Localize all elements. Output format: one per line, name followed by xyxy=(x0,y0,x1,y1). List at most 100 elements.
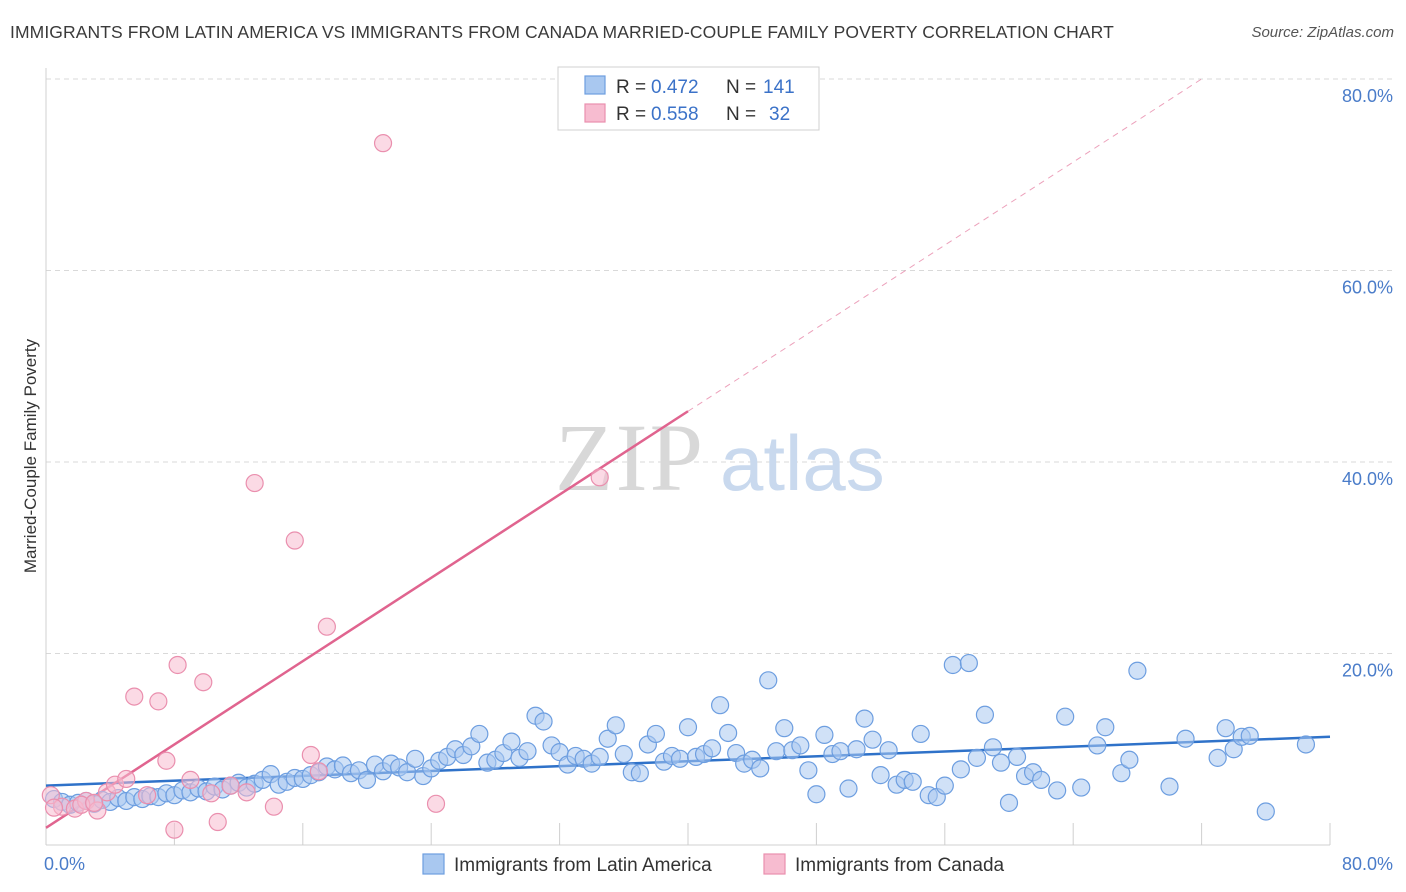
point-latin-america-116 xyxy=(975,705,995,724)
point-latin-america-138 xyxy=(1240,726,1259,745)
legend-swatch-latin-america xyxy=(584,75,606,95)
point-latin-america-71 xyxy=(614,744,633,764)
chart-source: Source: ZipAtlas.com xyxy=(1251,24,1394,41)
point-latin-america-59 xyxy=(518,742,537,761)
point-canada-15 xyxy=(194,673,213,692)
point-canada-23 xyxy=(301,745,320,765)
point-latin-america-39 xyxy=(357,770,377,789)
point-canada-13 xyxy=(168,655,187,675)
y-tick-label-1: 40.0% xyxy=(1342,469,1393,489)
point-latin-america-129 xyxy=(1112,764,1131,783)
point-latin-america-84 xyxy=(719,723,738,743)
x-tick-label-start: 0.0% xyxy=(44,854,85,874)
watermark-zip: ZIP xyxy=(555,404,705,511)
point-canada-14 xyxy=(181,770,200,789)
point-canada-31 xyxy=(44,798,64,817)
bottom-legend-label-canada: Immigrants from Canada xyxy=(795,855,1005,876)
point-latin-america-70 xyxy=(606,716,625,735)
point-latin-america-139 xyxy=(1256,802,1275,821)
point-latin-america-131 xyxy=(1128,661,1147,680)
legend-n-value-2: 32 xyxy=(769,104,790,125)
point-latin-america-83 xyxy=(710,696,730,715)
point-latin-america-68 xyxy=(590,747,609,767)
point-latin-america-117 xyxy=(983,738,1003,757)
point-latin-america-127 xyxy=(1088,736,1107,755)
point-canada-10 xyxy=(149,692,168,711)
point-latin-america-78 xyxy=(670,749,690,768)
point-canada-18 xyxy=(221,776,240,795)
chart-title: IMMIGRANTS FROM LATIN AMERICA VS IMMIGRA… xyxy=(10,22,1114,42)
point-latin-america-134 xyxy=(1208,748,1227,767)
trendline-canada xyxy=(45,410,689,829)
watermark-atlas: atlas xyxy=(720,419,885,507)
point-canada-9 xyxy=(138,786,157,805)
point-latin-america-91 xyxy=(775,719,794,738)
point-latin-america-120 xyxy=(1007,747,1027,767)
point-latin-america-79 xyxy=(678,718,698,737)
point-latin-america-101 xyxy=(855,709,874,728)
point-latin-america-111 xyxy=(935,776,954,795)
point-canada-22 xyxy=(285,531,304,550)
legend-n-value-1: 141 xyxy=(763,77,795,98)
bottom-legend-swatch-canada xyxy=(763,853,786,875)
point-canada-21 xyxy=(264,797,284,816)
point-latin-america-132 xyxy=(1160,777,1179,796)
point-latin-america-123 xyxy=(1031,770,1051,789)
point-latin-america-94 xyxy=(799,761,818,780)
y-tick-label-3: 80.0% xyxy=(1342,86,1393,106)
x-tick-label-end: 80.0% xyxy=(1342,854,1393,874)
point-canada-17 xyxy=(208,812,227,832)
point-latin-america-102 xyxy=(863,730,882,749)
point-latin-america-126 xyxy=(1072,778,1091,797)
point-canada-27 xyxy=(426,794,446,813)
bottom-legend-swatch-latin-america xyxy=(422,853,445,875)
point-latin-america-98 xyxy=(831,742,850,761)
svg-text:R = 0.472 N =: R = 0.472 N = 141 xyxy=(616,77,795,98)
point-latin-america-113 xyxy=(951,760,970,779)
point-latin-america-90 xyxy=(767,742,786,761)
y-tick-label-2: 60.0% xyxy=(1342,278,1393,298)
legend-r-label-1: R = xyxy=(616,77,646,98)
point-latin-america-130 xyxy=(1120,750,1139,769)
legend-n-label-2: N = xyxy=(726,104,756,125)
point-canada-26 xyxy=(373,134,393,153)
point-latin-america-75 xyxy=(646,724,666,744)
point-latin-america-53 xyxy=(470,724,489,744)
y-tick-label-0: 20.0% xyxy=(1342,661,1393,681)
point-latin-america-135 xyxy=(1216,719,1235,738)
point-latin-america-61 xyxy=(534,712,553,731)
points-layer xyxy=(41,134,1316,839)
bottom-legend: Immigrants from Latin America Immigrants… xyxy=(422,853,1005,876)
y-axis-label: Married-Couple Family Poverty xyxy=(21,338,40,573)
trendline-canada-extension xyxy=(687,78,1202,412)
point-latin-america-128 xyxy=(1096,718,1115,737)
point-latin-america-107 xyxy=(903,772,922,791)
point-latin-america-108 xyxy=(911,724,930,744)
legend-n-label-1: N = xyxy=(726,77,756,98)
point-canada-24 xyxy=(309,762,328,781)
point-canada-7 xyxy=(117,769,136,789)
point-latin-america-103 xyxy=(871,766,890,785)
axis-layer: 20.0% 40.0% 60.0% 80.0% 0.0% 80.0% xyxy=(44,68,1393,874)
point-latin-america-96 xyxy=(815,725,834,744)
point-canada-25 xyxy=(317,617,336,636)
point-canada-16 xyxy=(202,784,221,803)
point-canada-11 xyxy=(157,751,176,770)
point-latin-america-114 xyxy=(959,653,978,673)
point-latin-america-133 xyxy=(1176,729,1195,748)
point-latin-america-73 xyxy=(630,764,649,783)
point-latin-america-93 xyxy=(791,736,810,755)
watermark: ZIP atlas xyxy=(555,404,885,511)
point-latin-america-89 xyxy=(759,671,778,690)
point-latin-america-125 xyxy=(1056,707,1075,726)
top-legend: R = 0.472 N = 141 R = 0.558 N = 32 xyxy=(557,66,820,131)
point-canada-12 xyxy=(165,820,184,839)
point-latin-america-118 xyxy=(991,753,1011,772)
legend-r-label-2: R = xyxy=(616,104,646,125)
point-latin-america-112 xyxy=(943,655,962,675)
point-latin-america-100 xyxy=(847,740,866,759)
bottom-legend-label-latin-america: Immigrants from Latin America xyxy=(454,855,712,876)
point-latin-america-104 xyxy=(879,741,898,760)
point-latin-america-95 xyxy=(807,785,826,804)
